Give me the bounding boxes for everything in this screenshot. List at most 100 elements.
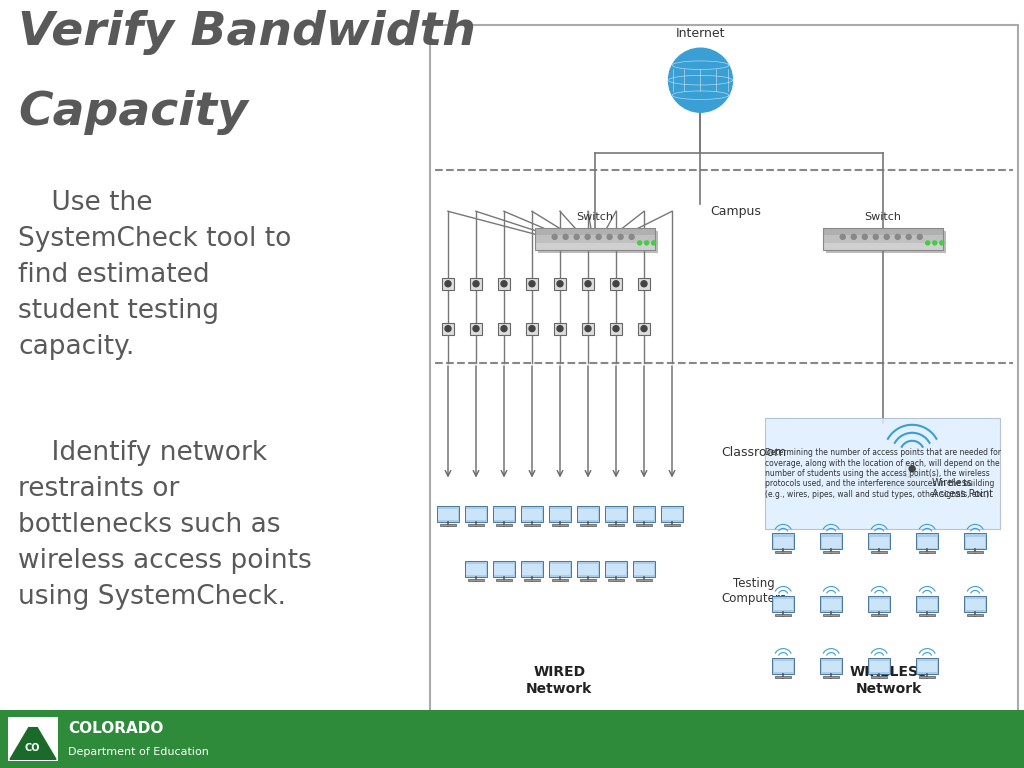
Bar <box>822 228 943 235</box>
Bar <box>920 614 935 615</box>
Circle shape <box>607 234 612 240</box>
Bar <box>636 579 652 581</box>
Circle shape <box>596 234 601 240</box>
Bar <box>660 506 683 521</box>
Bar <box>582 323 594 335</box>
Bar <box>822 228 943 250</box>
Bar <box>871 551 887 554</box>
Circle shape <box>613 326 618 332</box>
Bar <box>438 509 458 520</box>
Bar <box>871 614 887 615</box>
Bar <box>821 599 841 610</box>
Bar <box>582 278 594 290</box>
Bar <box>633 561 655 577</box>
Text: Identify network
restraints or
bottlenecks such as
wireless access points
using : Identify network restraints or bottlenec… <box>18 440 311 610</box>
Bar <box>552 579 568 581</box>
Bar <box>552 524 568 526</box>
Bar <box>549 506 571 521</box>
Bar <box>579 564 598 575</box>
Bar <box>496 579 512 581</box>
Circle shape <box>669 48 732 112</box>
Bar <box>915 534 938 549</box>
Bar <box>493 561 515 577</box>
Bar <box>493 506 515 521</box>
Bar <box>470 278 482 290</box>
Bar <box>966 537 985 548</box>
Bar <box>821 660 841 672</box>
Bar <box>498 278 510 290</box>
Bar <box>664 524 680 526</box>
Bar <box>495 564 514 575</box>
Bar <box>430 25 1018 715</box>
Bar <box>663 509 682 520</box>
Text: WIRELESS
Network: WIRELESS Network <box>850 665 928 696</box>
Text: Testing
Computers: Testing Computers <box>721 577 785 605</box>
Bar <box>465 561 487 577</box>
Bar <box>468 524 484 526</box>
Bar <box>822 235 943 243</box>
Bar <box>524 524 540 526</box>
Bar <box>496 524 512 526</box>
Bar <box>967 614 983 615</box>
Bar <box>554 323 566 335</box>
Bar <box>920 551 935 554</box>
Bar <box>920 676 935 677</box>
Bar <box>823 551 839 554</box>
Circle shape <box>641 326 647 332</box>
Circle shape <box>629 234 634 240</box>
Bar <box>0 710 1024 768</box>
Circle shape <box>557 326 563 332</box>
Circle shape <box>557 281 563 286</box>
Text: Wireless
Access Point: Wireless Access Point <box>932 478 993 499</box>
Bar <box>964 595 986 611</box>
Bar <box>775 551 792 554</box>
Circle shape <box>501 326 507 332</box>
Bar <box>522 564 542 575</box>
Bar <box>822 243 943 250</box>
Circle shape <box>501 281 507 286</box>
Circle shape <box>651 241 655 245</box>
Circle shape <box>585 281 591 286</box>
Bar <box>606 564 626 575</box>
Circle shape <box>574 234 580 240</box>
Circle shape <box>638 241 642 245</box>
Text: Use the
SystemCheck tool to
find estimated
student testing
capacity.: Use the SystemCheck tool to find estimat… <box>18 190 292 360</box>
Circle shape <box>585 234 590 240</box>
Bar <box>967 551 983 554</box>
Bar <box>535 228 654 235</box>
Bar <box>775 676 792 677</box>
Text: Department of Education: Department of Education <box>68 746 209 756</box>
Circle shape <box>933 241 937 245</box>
Bar <box>521 506 543 521</box>
Text: Determining the number of access points that are needed for
coverage, along with: Determining the number of access points … <box>765 449 1000 498</box>
Bar <box>868 657 890 674</box>
Bar <box>551 564 569 575</box>
Text: Capacity: Capacity <box>18 90 248 135</box>
Circle shape <box>445 281 451 286</box>
Bar <box>554 278 566 290</box>
Circle shape <box>641 281 647 286</box>
Bar <box>636 524 652 526</box>
Bar <box>522 509 542 520</box>
Bar <box>915 595 938 611</box>
Bar <box>579 509 598 520</box>
Circle shape <box>851 234 856 240</box>
Circle shape <box>618 234 624 240</box>
Bar <box>495 509 514 520</box>
Text: Switch: Switch <box>864 212 901 222</box>
Bar <box>820 657 843 674</box>
Text: Campus: Campus <box>711 205 761 218</box>
Bar <box>551 509 569 520</box>
Circle shape <box>529 326 535 332</box>
Bar <box>765 419 1000 528</box>
Bar <box>869 599 889 610</box>
Bar <box>8 717 58 761</box>
Circle shape <box>895 234 900 240</box>
Bar <box>635 509 653 520</box>
Bar <box>887 474 937 488</box>
Bar <box>608 579 624 581</box>
Text: CO: CO <box>25 743 40 753</box>
Bar <box>549 561 571 577</box>
Circle shape <box>552 234 557 240</box>
Bar <box>871 676 887 677</box>
